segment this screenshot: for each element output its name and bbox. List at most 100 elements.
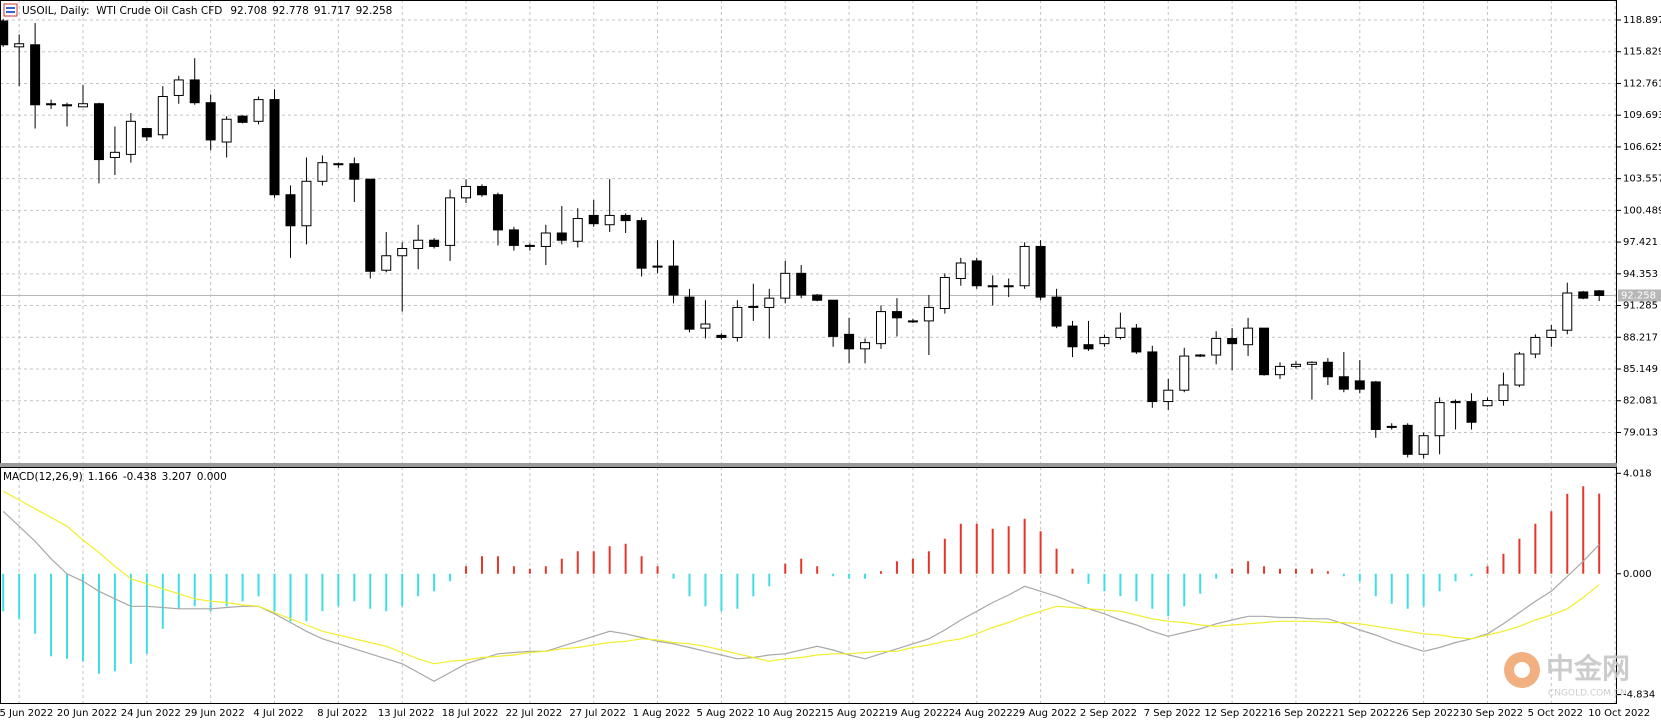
candle-body [652, 265, 663, 268]
x-tick-label: 1 Aug 2022 [633, 708, 691, 719]
x-tick-label: 20 Jun 2022 [57, 708, 117, 719]
candle-body [748, 305, 759, 308]
x-tick-label: 21 Sep 2022 [1332, 708, 1395, 719]
candle-body [955, 262, 966, 280]
x-tick-label: 13 Jul 2022 [378, 708, 435, 719]
candle-body [1019, 245, 1030, 287]
x-tick-label: 26 Sep 2022 [1396, 708, 1459, 719]
candle-body [1306, 361, 1317, 365]
watermark-site: CNGOLD.COM.CN [1548, 689, 1627, 699]
y-tick-label: 88.217 [1623, 332, 1658, 343]
candle-body [1195, 354, 1206, 357]
x-tick-label: 10 Oct 2022 [1588, 708, 1650, 719]
y-tick-label: 82.081 [1623, 396, 1658, 407]
x-tick-label: 15 Jun 2022 [0, 708, 53, 719]
candle-body [157, 95, 168, 136]
candle-body [1083, 344, 1094, 350]
y-tick-label: 118.897 [1623, 15, 1661, 26]
candle-body [477, 185, 487, 196]
candle-body [907, 320, 918, 323]
candle-body [269, 99, 280, 196]
candle-body [764, 297, 775, 308]
indicator-title: MACD(12,26,9) [3, 471, 83, 483]
last-price-box [1618, 289, 1661, 302]
candle-body [1179, 355, 1190, 391]
header-low: 91.717 [314, 5, 351, 17]
candle-body [1498, 384, 1509, 402]
candle-body [429, 239, 440, 247]
candle-body [1402, 424, 1413, 455]
y-tick-label: 91.285 [1623, 301, 1658, 312]
x-tick-label: 24 Aug 2022 [949, 708, 1013, 719]
candle-body [1450, 401, 1461, 404]
candle-body [461, 185, 472, 199]
candle-body [572, 218, 583, 242]
candle-body [62, 104, 73, 107]
candle-body [141, 128, 152, 138]
candle-body [93, 103, 104, 161]
candle-body [1354, 380, 1365, 390]
x-tick-label: 22 Jul 2022 [506, 708, 563, 719]
candle-body [540, 232, 551, 247]
candle-body [1003, 285, 1014, 288]
y-tick-label: 4.018 [1623, 468, 1652, 479]
candle-body [876, 311, 886, 345]
chart-title: USOIL, Daily: WTI Crude Oil Cash CFD [22, 5, 222, 17]
y-tick-label: 97.421 [1623, 237, 1658, 248]
candle-body [620, 214, 631, 222]
x-tick-label: 18 Jul 2022 [442, 708, 499, 719]
indicator-header: MACD(12,26,9) 1.166 -0.438 3.207 0.000 [3, 471, 227, 483]
candle-body [492, 194, 503, 231]
y-tick-label: 100.489 [1623, 205, 1661, 216]
candle-body [413, 239, 424, 250]
candle-body [301, 180, 312, 227]
candle-body [796, 272, 807, 296]
x-tick-label: 7 Sep 2022 [1144, 708, 1201, 719]
candle-body [668, 265, 679, 296]
candle-body [1514, 353, 1525, 386]
candle-body [365, 178, 376, 272]
candle-body [1338, 376, 1349, 390]
x-tick-label: 30 Sep 2022 [1460, 708, 1523, 719]
candle-body [397, 248, 408, 257]
candle-body [173, 79, 184, 96]
header-hist: 3.207 [162, 471, 192, 483]
candle-body [1530, 336, 1541, 355]
x-tick-label: 24 Jun 2022 [121, 708, 181, 719]
candle-body [987, 285, 998, 288]
header-level: 0.000 [197, 471, 227, 483]
candle-body [1035, 245, 1046, 298]
y-tick-label: 109.693 [1623, 110, 1661, 121]
watermark-logo-inner [1514, 662, 1530, 678]
candle-body [1243, 327, 1254, 346]
x-tick-label: 27 Jul 2022 [569, 708, 626, 719]
candle-body [1259, 327, 1270, 376]
x-tick-label: 4 Jul 2022 [253, 708, 303, 719]
candle-body [317, 162, 328, 182]
y-tick-label: 94.353 [1623, 269, 1658, 280]
candle-body [508, 229, 519, 246]
candle-body [1562, 292, 1573, 331]
candle-body [1546, 329, 1557, 338]
candle-body [1147, 351, 1158, 403]
header-high: 92.778 [272, 5, 309, 17]
x-tick-label: 10 Aug 2022 [757, 708, 821, 719]
symbol-icon [3, 3, 18, 17]
y-tick-label: 0.000 [1623, 569, 1652, 580]
candle-body [1290, 363, 1301, 367]
y-tick-label: 115.829 [1623, 47, 1661, 58]
candle-body [1434, 402, 1445, 437]
candle-body [14, 43, 25, 48]
y-tick-label: 103.557 [1623, 174, 1661, 185]
candle-body [253, 99, 264, 122]
icon-bar [6, 7, 15, 9]
candle-body [636, 220, 647, 269]
candle-body [1099, 336, 1110, 345]
candle-body [588, 214, 599, 225]
candle-body [1594, 290, 1605, 296]
candle-body [1275, 365, 1285, 376]
watermark: 中金网 CNGOLD.COM.CN [1504, 652, 1630, 699]
candle-body [237, 115, 248, 123]
